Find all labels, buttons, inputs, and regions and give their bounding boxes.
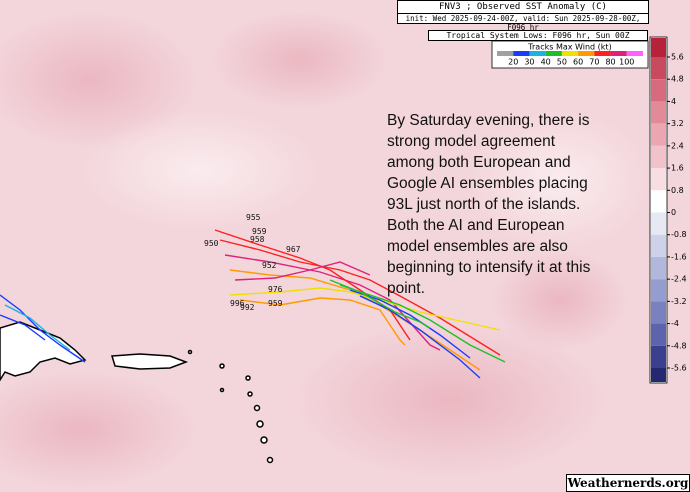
colorbar-swatch: [651, 79, 666, 102]
pressure-label: 992: [240, 303, 255, 312]
colorbar-label: -4.8: [671, 341, 687, 350]
colorbar-swatch: [651, 212, 666, 235]
land: [0, 321, 274, 464]
pressure-label: 958: [250, 235, 265, 244]
wind-label: 50: [557, 58, 567, 67]
wind-label: 70: [589, 58, 599, 67]
pressure-label: 976: [268, 285, 283, 294]
colorbar-swatch: [651, 279, 666, 302]
sst-field: [0, 10, 650, 490]
colorbar-swatch: [651, 168, 666, 191]
map-subtitle: init: Wed 2025-09-24-00Z, valid: Sun 202…: [397, 13, 649, 32]
colorbar-label: -3.2: [671, 297, 687, 306]
colorbar-label: -2.4: [671, 275, 687, 284]
annotation-line: model ensembles are also: [387, 238, 568, 255]
annotation-line: strong model agreement: [387, 133, 556, 150]
annotation-line: among both European and: [387, 154, 571, 171]
colorbar-swatch: [651, 190, 666, 213]
colorbar-swatch: [651, 301, 666, 324]
colorbar-swatch: [651, 145, 666, 169]
colorbar-label: 2.4: [671, 141, 684, 150]
colorbar-label: 1.6: [671, 164, 684, 173]
wind-swatch: [513, 51, 530, 56]
colorbar-swatch: [651, 368, 666, 382]
annotation-line: By Saturday evening, there is: [387, 112, 590, 129]
wind-swatch: [497, 51, 514, 56]
colorbar-swatch: [651, 123, 666, 146]
lows-caption: Tropical System Lows: F096 hr, Sun 00Z: [428, 30, 648, 41]
annotation-line: Google AI ensembles placing: [387, 175, 588, 192]
colorbar-swatch: [651, 234, 666, 257]
colorbar-label: 0.8: [671, 186, 684, 195]
colorbar-label: 5.6: [671, 53, 684, 62]
wind-swatch: [594, 51, 611, 56]
wind-label: 20: [508, 58, 518, 67]
annotation-line: beginning to intensify it at this: [387, 259, 591, 276]
pressure-label: 952: [262, 261, 277, 270]
wind-label: 30: [524, 58, 534, 67]
wind-scale-title: Tracks Max Wind (kt): [527, 43, 611, 52]
credit: Weathernerds.org: [566, 474, 690, 492]
pressure-label: 955: [246, 213, 261, 222]
map-title: FNV3 ; Observed SST Anomaly (C): [397, 0, 649, 14]
annotation-line: Both the AI and European: [387, 217, 565, 234]
wind-swatch: [626, 51, 643, 56]
pressure-label: 959: [268, 299, 283, 308]
pressure-label: 959: [252, 227, 267, 236]
colorbar-swatch: [651, 101, 666, 124]
pressure-label: 996: [230, 299, 245, 308]
colorbar-label: 3.2: [671, 119, 684, 128]
colorbar-label: -4: [671, 319, 679, 328]
colorbar-swatch: [651, 38, 666, 57]
annotation: By Saturday evening, there is strong mode…: [387, 110, 590, 299]
colorbar: 5.6 4.8 4 3.2 2.4 1.6 0.8 0 -0.8 -1.6 -2.4 -3.2 -4 -4…: [649, 36, 687, 384]
colorbar-label: -0.8: [671, 230, 687, 239]
colorbar-swatch: [651, 345, 666, 368]
wind-label: 60: [573, 58, 583, 67]
wind-swatch: [561, 51, 579, 56]
wind-label: 40: [541, 58, 551, 67]
pressure-label: 950: [204, 239, 219, 248]
colorbar-label: 4.8: [671, 75, 684, 84]
wind-scale: Tracks Max Wind (kt) 20 30 40 50 60 70 80 100: [491, 40, 649, 69]
pressure-label: 967: [286, 245, 301, 254]
wind-swatch: [610, 51, 627, 56]
colorbar-label: 4: [671, 97, 676, 106]
colorbar-swatch: [651, 256, 666, 280]
wind-swatch: [529, 51, 546, 56]
ensemble-tracks: [0, 229, 506, 379]
colorbar-label: -1.6: [671, 252, 687, 261]
wind-label: 80: [605, 58, 615, 67]
colorbar-swatch: [651, 57, 666, 80]
wind-swatch: [545, 51, 562, 56]
wind-swatch: [578, 51, 595, 56]
annotation-line: 93L just north of the islands.: [387, 196, 581, 213]
colorbar-label: 0: [671, 208, 676, 217]
annotation-line: point.: [387, 280, 425, 297]
colorbar-label: -5.6: [671, 364, 687, 373]
wind-label: 100: [619, 58, 634, 67]
colorbar-swatch: [651, 323, 666, 346]
